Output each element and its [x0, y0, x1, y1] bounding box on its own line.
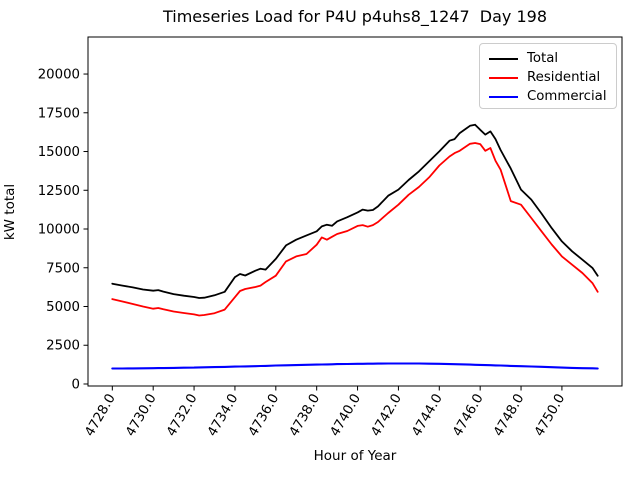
y-tick-label: 15000 [38, 145, 80, 160]
y-tick-label: 7500 [46, 261, 80, 276]
residential-series-line [111, 142, 599, 317]
legend-item-total: Total [489, 49, 616, 68]
y-tick-label: 2500 [46, 339, 80, 354]
legend-label-commercial: Commercial [527, 89, 607, 104]
legend: Total Residential Commercial [479, 43, 617, 109]
x-tick-label: 4728.0 [83, 392, 119, 440]
y-tick-label: 10000 [38, 223, 80, 238]
chart-title: Timeseries Load for P4U p4uhs8_1247 Day … [162, 7, 548, 26]
legend-label-residential: Residential [527, 70, 601, 85]
commercial-line-swatch [489, 95, 518, 98]
x-tick-label: 4734.0 [205, 392, 241, 440]
legend-label-total: Total [527, 51, 559, 66]
y-axis-label: kW total [2, 183, 18, 241]
y-tick-label: 12500 [38, 184, 80, 199]
y-tick-label: 0 [72, 377, 80, 392]
x-tick-label: 4736.0 [246, 392, 282, 440]
axes-spines [87, 36, 623, 387]
x-axis-label: Hour of Year [313, 448, 397, 464]
x-tick-label: 4746.0 [450, 392, 486, 440]
x-tick-label: 4744.0 [410, 392, 446, 440]
total-line-swatch [489, 57, 518, 60]
x-tick-label: 4730.0 [123, 392, 159, 440]
legend-item-commercial: Commercial [489, 87, 616, 106]
residential-line-swatch [489, 76, 518, 79]
x-tick-label: 4738.0 [287, 392, 323, 440]
y-tick-label: 5000 [46, 300, 80, 315]
x-tick-label: 4742.0 [369, 392, 405, 440]
x-tick-label: 4750.0 [532, 392, 568, 440]
y-tick-label: 20000 [38, 68, 80, 83]
x-tick-label: 4740.0 [328, 392, 364, 440]
y-tick-label: 17500 [38, 106, 80, 121]
total-series-line [111, 123, 599, 299]
x-tick-label: 4732.0 [164, 392, 200, 440]
x-tick-label: 4748.0 [491, 392, 527, 440]
legend-item-residential: Residential [489, 68, 616, 87]
commercial-series-line [111, 362, 599, 370]
